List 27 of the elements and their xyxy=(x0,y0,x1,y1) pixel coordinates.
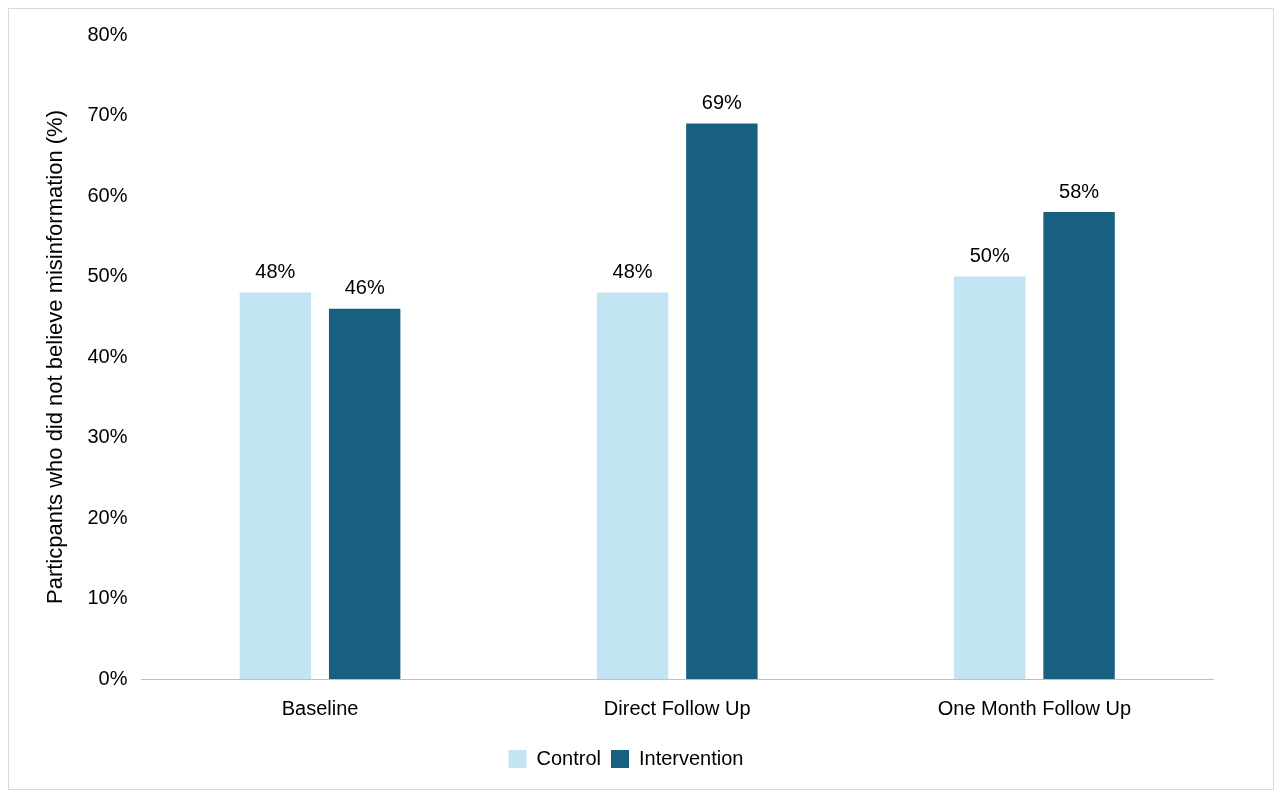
bar xyxy=(596,292,669,679)
y-tick-label: 70% xyxy=(87,103,128,126)
bar xyxy=(328,308,401,679)
data-label: 48% xyxy=(612,260,653,283)
x-tick-label: One Month Follow Up xyxy=(937,696,1132,719)
y-tick-label: 20% xyxy=(87,505,128,528)
bar xyxy=(954,276,1026,679)
data-label: 48% xyxy=(255,260,296,283)
y-tick-label: 10% xyxy=(87,586,128,609)
x-tick-label: Direct Follow Up xyxy=(603,696,751,719)
bar xyxy=(239,292,312,679)
data-label: 50% xyxy=(969,244,1010,267)
y-tick-label: 0% xyxy=(98,666,128,689)
y-tick-label: 60% xyxy=(87,183,128,206)
bar xyxy=(686,123,758,679)
data-label: 46% xyxy=(344,276,385,299)
data-label: 69% xyxy=(701,91,743,114)
y-axis-title: Particpants who did not believe misinformation (%) xyxy=(42,109,68,605)
y-tick-label: 80% xyxy=(87,22,128,45)
legend-label: Control xyxy=(536,746,601,769)
data-label: 58% xyxy=(1059,179,1100,202)
bar xyxy=(1043,212,1115,679)
y-tick-label: 30% xyxy=(87,425,128,448)
x-tick-label: Baseline xyxy=(281,696,359,719)
legend-label: Intervention xyxy=(638,746,744,769)
y-tick-label: 40% xyxy=(87,344,128,367)
y-tick-label: 50% xyxy=(87,264,128,287)
